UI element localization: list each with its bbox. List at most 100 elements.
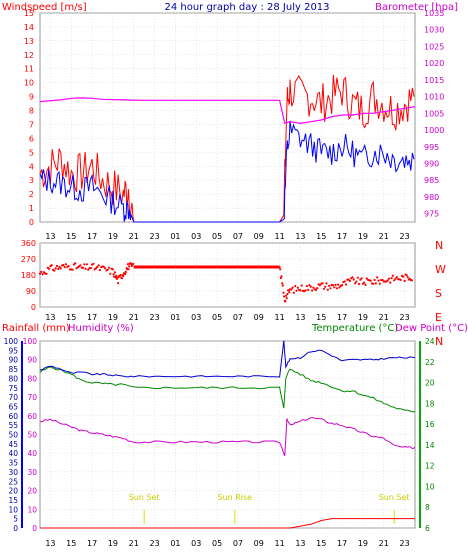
direction-point (296, 286, 299, 289)
direction-point (41, 273, 44, 276)
direction-point (85, 263, 88, 266)
barometer-line (39, 97, 416, 125)
rainfall-tick-label: 0 (13, 524, 18, 533)
rainfall-tick-label: 20 (8, 487, 18, 496)
direction-point (304, 289, 307, 292)
direction-point (55, 264, 59, 268)
direction-point (311, 289, 314, 292)
rainfall-tick-label: 60 (8, 412, 18, 421)
direction-point (288, 291, 291, 294)
direction-tick-label: 180 (21, 271, 36, 280)
temp-x-tick-label: 21 (129, 539, 139, 548)
direction-point (355, 280, 358, 283)
direction-point (59, 267, 62, 270)
barometer-tick-label: 1015 (424, 76, 444, 85)
direction-x-tick-label: 17 (87, 313, 97, 322)
rainfall-tick-label: 40 (8, 449, 18, 458)
rainfall-tick-label: 10 (8, 505, 18, 514)
direction-point (410, 279, 413, 282)
humidity-tick-label: 20 (27, 487, 37, 496)
direction-tick-label: 270 (21, 255, 36, 264)
humidity-tick-label: 70 (27, 393, 37, 402)
windspeed-tick-label: 10 (24, 79, 34, 88)
direction-point (363, 281, 366, 284)
direction-x-tick-label: 07 (233, 313, 243, 322)
rainfall-tick-label: 45 (8, 440, 18, 449)
rainfall-tick-label: 95 (8, 346, 18, 355)
direction-point (48, 267, 51, 270)
rainfall-tick-label: 70 (8, 393, 18, 402)
sun-event-label: Sun Set (379, 493, 410, 502)
temperature-tick-label: 20 (425, 379, 435, 388)
direction-point (387, 277, 391, 280)
temp-x-tick-label: 05 (212, 539, 222, 548)
direction-point (120, 277, 124, 280)
direction-point (102, 265, 105, 268)
wind-x-tick-label: 13 (45, 232, 55, 241)
rainfall-tick-label: 100 (4, 337, 19, 346)
direction-x-tick-label: 23 (399, 313, 409, 322)
direction-point (378, 282, 381, 285)
direction-point (328, 284, 331, 287)
direction-point (126, 263, 129, 266)
windspeed-tick-label: 7 (29, 120, 34, 129)
humidity-tick-label: 50 (27, 431, 37, 440)
direction-point (97, 264, 100, 267)
rainfall-tick-label: 85 (8, 365, 18, 374)
direction-point (405, 274, 408, 277)
barometer-tick-label: 995 (424, 143, 439, 152)
direction-point (109, 272, 112, 275)
direction-point (324, 285, 327, 288)
direction-point (372, 282, 375, 285)
direction-point (57, 267, 60, 270)
windspeed-tick-label: 8 (29, 107, 34, 116)
temperature-line (39, 340, 416, 378)
direction-point (278, 266, 281, 269)
sun-event-label: Sun Set (129, 493, 160, 502)
direction-point (291, 286, 294, 289)
wind-x-tick-label: 03 (191, 232, 201, 241)
direction-point (347, 278, 350, 281)
direction-tick-label: 360 (21, 239, 36, 248)
dewpoint-legend: Dew Point (°C) (395, 323, 468, 334)
compass-label-w: W (435, 263, 446, 276)
temp-x-tick-label: 23 (399, 539, 409, 548)
humidity-tick-label: 0 (32, 524, 37, 533)
direction-x-tick-label: 19 (358, 313, 368, 322)
temperature-tick-label: 16 (425, 420, 435, 429)
direction-point (329, 287, 332, 290)
direction-point (112, 273, 115, 276)
temp-x-tick-label: 01 (170, 539, 180, 548)
direction-point (280, 275, 283, 278)
wind-panel-frame (39, 12, 416, 223)
barometer-tick-label: 975 (424, 210, 439, 219)
direction-point (321, 282, 324, 285)
direction-x-tick-label: 03 (191, 313, 201, 322)
temperature-legend: Temperature (°C) (311, 323, 398, 334)
direction-point (64, 263, 68, 266)
direction-point (98, 269, 101, 272)
direction-point (54, 267, 57, 270)
temp-x-tick-label: 11 (274, 539, 284, 548)
direction-x-tick-label: 19 (108, 313, 118, 322)
direction-point (87, 268, 90, 271)
windspeed-tick-label: 11 (24, 65, 34, 74)
direction-point (386, 279, 389, 282)
compass-label-s: S (435, 287, 442, 300)
temperature-tick-label: 8 (425, 503, 430, 512)
rainfall-tick-label: 90 (8, 356, 18, 365)
direction-point (124, 270, 127, 273)
direction-point (106, 268, 109, 271)
direction-x-tick-label: 13 (45, 313, 55, 322)
direction-point (364, 283, 367, 286)
direction-point (314, 288, 318, 291)
direction-point (127, 268, 130, 271)
barometer-tick-label: 1035 (424, 9, 444, 18)
direction-point (281, 284, 284, 287)
barometer-tick-label: 990 (424, 159, 439, 168)
direction-point (390, 277, 393, 280)
direction-point (402, 275, 405, 278)
temp-x-tick-label: 17 (337, 539, 347, 548)
direction-point (374, 282, 377, 285)
direction-point (124, 272, 127, 276)
